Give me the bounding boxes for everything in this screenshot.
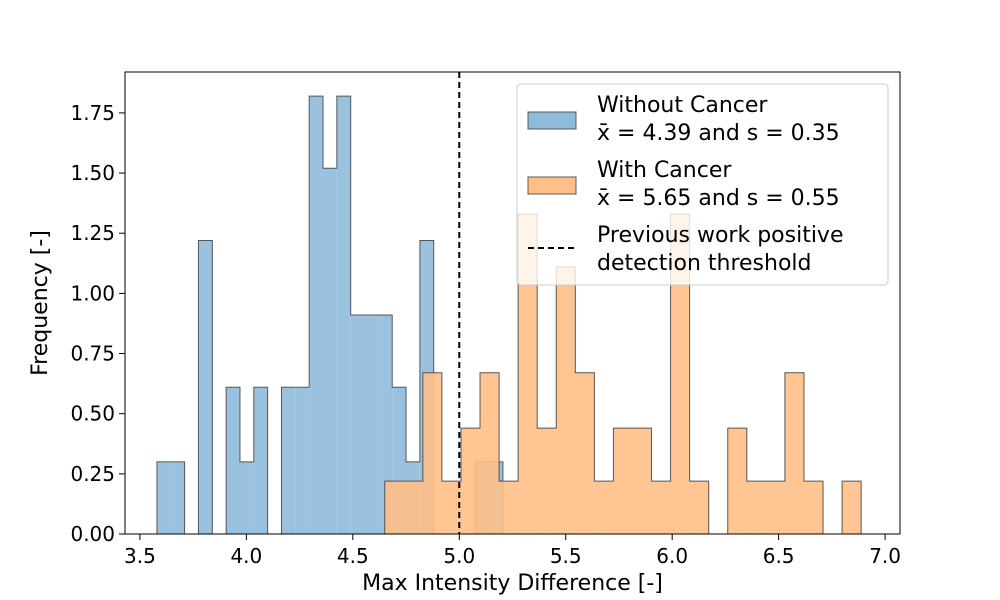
bar-with-cancer-9 (556, 266, 576, 534)
bar-with-cancer-15 (670, 213, 690, 534)
bar-without-cancer-15 (364, 315, 379, 534)
legend-threshold-label-line2: detection threshold (597, 251, 812, 276)
bar-with-cancer-4 (460, 428, 481, 534)
y-tick-label: 1.50 (70, 161, 115, 185)
bar-without-cancer-9 (281, 387, 296, 534)
x-tick-label: 6.5 (763, 544, 795, 568)
bar-without-cancer-0 (156, 461, 171, 534)
x-tick-label: 3.5 (124, 544, 156, 568)
bar-without-cancer-14 (350, 315, 365, 534)
bar-with-cancer-13 (632, 428, 652, 534)
bar-with-cancer-8 (537, 428, 557, 534)
bar-with-cancer-18 (727, 428, 747, 534)
y-axis: 0.00 0.25 0.50 0.75 1.00 1.25 1.50 1.75 (70, 101, 125, 546)
legend-stats-with-cancer: x̄ = 5.65 and s = 0.55 (597, 186, 840, 211)
outline-with-cancer (384, 213, 862, 535)
bar-with-cancer-11 (594, 481, 614, 534)
series-with-cancer-bars (384, 213, 862, 535)
y-tick-label: 1.25 (70, 221, 115, 245)
bar-with-cancer-1 (403, 481, 423, 534)
bar-with-cancer-16 (689, 481, 709, 534)
bar-without-cancer-1 (170, 461, 185, 534)
y-tick-label: 1.75 (70, 101, 115, 125)
y-tick-label: 0.25 (70, 462, 115, 486)
y-tick-label: 0.75 (70, 342, 115, 366)
bar-without-cancer-3 (198, 240, 213, 534)
bar-with-cancer-20 (765, 481, 785, 534)
bar-with-cancer-14 (651, 481, 671, 534)
bar-without-cancer-10 (295, 387, 310, 534)
bar-without-cancer-5 (226, 387, 240, 534)
legend-label-with-cancer: With Cancer (597, 158, 732, 183)
x-tick-label: 4.5 (337, 544, 369, 568)
bar-without-cancer-16 (378, 315, 393, 534)
x-tick-label: 7.0 (869, 544, 901, 568)
y-tick-label: 0.00 (70, 522, 115, 546)
plot-frame (124, 71, 901, 535)
bar-with-cancer-21 (784, 372, 804, 534)
bar-without-cancer-13 (336, 96, 351, 534)
legend-threshold-label-line1: Previous work positive (597, 223, 844, 248)
legend-swatch-with-cancer (527, 176, 577, 195)
bar-with-cancer-24 (842, 481, 862, 534)
y-tick-label: 0.50 (70, 402, 115, 426)
x-tick-label: 5.0 (443, 544, 475, 568)
bar-without-cancer-12 (323, 168, 337, 534)
bar-with-cancer-6 (499, 481, 519, 534)
x-tick-label: 5.5 (550, 544, 582, 568)
bar-with-cancer-12 (613, 428, 633, 534)
bar-with-cancer-3 (441, 481, 461, 534)
bar-with-cancer-22 (803, 481, 824, 534)
legend-label-without-cancer: Without Cancer (597, 93, 768, 118)
x-axis: 3.5 4.0 4.5 5.0 5.5 6.0 6.5 7.0 (124, 534, 901, 568)
bar-with-cancer-5 (480, 372, 500, 534)
bar-without-cancer-11 (309, 96, 324, 534)
series-without-cancer-bars (156, 95, 504, 535)
y-axis-title: Frequency [-] (28, 230, 53, 376)
legend: Without Cancer x̄ = 4.39 and s = 0.35 Wi… (516, 83, 889, 286)
x-tick-label: 4.0 (230, 544, 262, 568)
bar-with-cancer-2 (422, 372, 442, 534)
legend-box (516, 83, 889, 286)
bar-with-cancer-0 (384, 481, 404, 534)
legend-swatch-without-cancer (527, 111, 577, 130)
bar-without-cancer-7 (253, 387, 268, 534)
x-axis-title: Max Intensity Difference [-] (362, 571, 663, 596)
legend-stats-without-cancer: x̄ = 4.39 and s = 0.35 (597, 121, 840, 146)
bar-without-cancer-6 (239, 461, 254, 534)
x-tick-label: 6.0 (656, 544, 688, 568)
y-tick-label: 1.00 (70, 281, 115, 305)
bar-with-cancer-7 (518, 213, 538, 534)
bar-with-cancer-10 (575, 372, 595, 534)
bar-with-cancer-19 (746, 481, 766, 534)
